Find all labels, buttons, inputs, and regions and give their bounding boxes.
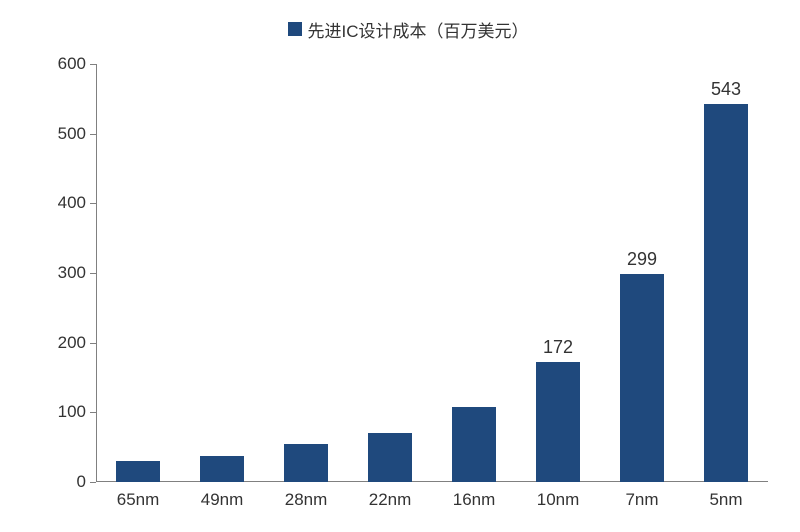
bar-slot: 17210nm — [516, 64, 600, 482]
bar — [620, 274, 664, 482]
x-tick-label: 7nm — [600, 490, 684, 510]
bar-value-label: 299 — [600, 249, 684, 270]
bar-slot: 16nm — [432, 64, 516, 482]
x-tick-label: 10nm — [516, 490, 600, 510]
plot-area: 0100200300400500600 65nm49nm28nm22nm16nm… — [96, 64, 768, 482]
bar-slot: 65nm — [96, 64, 180, 482]
bars-container: 65nm49nm28nm22nm16nm17210nm2997nm5435nm — [96, 64, 768, 482]
y-tick-label: 200 — [58, 333, 86, 353]
bar-slot: 28nm — [264, 64, 348, 482]
y-tick-label: 600 — [58, 54, 86, 74]
bar-slot: 49nm — [180, 64, 264, 482]
bar-slot: 22nm — [348, 64, 432, 482]
bar — [452, 407, 496, 482]
x-tick-label: 49nm — [180, 490, 264, 510]
legend-swatch — [288, 22, 302, 36]
bar-value-label: 172 — [516, 337, 600, 358]
y-tick-label: 300 — [58, 263, 86, 283]
x-tick-label: 28nm — [264, 490, 348, 510]
bar-slot: 5435nm — [684, 64, 768, 482]
x-tick-label: 22nm — [348, 490, 432, 510]
chart-legend: 先进IC设计成本（百万美元） — [38, 10, 778, 48]
x-tick-label: 65nm — [96, 490, 180, 510]
y-tick — [90, 482, 96, 483]
y-tick-label: 0 — [77, 472, 86, 492]
bar — [200, 456, 244, 482]
x-tick-label: 16nm — [432, 490, 516, 510]
bar-value-label: 543 — [684, 79, 768, 100]
ic-design-cost-chart: 先进IC设计成本（百万美元） 0100200300400500600 65nm4… — [38, 10, 778, 522]
bar — [704, 104, 748, 482]
y-tick-label: 100 — [58, 402, 86, 422]
bar — [116, 461, 160, 482]
x-tick-label: 5nm — [684, 490, 768, 510]
bar — [536, 362, 580, 482]
y-tick-label: 500 — [58, 124, 86, 144]
bar — [284, 444, 328, 482]
bar — [368, 433, 412, 482]
legend-label: 先进IC设计成本（百万美元） — [308, 17, 529, 42]
y-tick-label: 400 — [58, 193, 86, 213]
bar-slot: 2997nm — [600, 64, 684, 482]
